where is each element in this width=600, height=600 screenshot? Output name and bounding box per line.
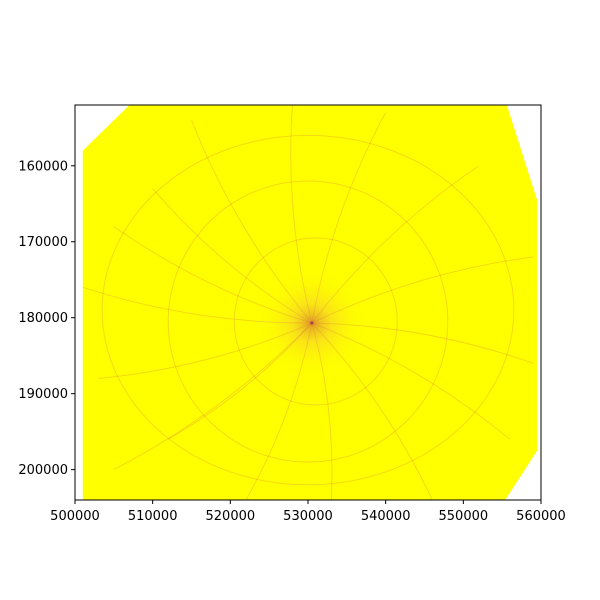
x-tick-label: 520000 xyxy=(206,509,256,524)
y-tick-label: 180000 xyxy=(18,311,68,326)
x-tick-label: 560000 xyxy=(516,509,566,524)
x-tick-label: 510000 xyxy=(128,509,178,524)
y-tick-label: 190000 xyxy=(18,387,68,402)
x-tick-label: 550000 xyxy=(439,509,489,524)
ring-road xyxy=(101,134,515,486)
x-tick-label: 530000 xyxy=(283,509,333,524)
ring-road xyxy=(233,237,398,406)
y-tick-label: 160000 xyxy=(18,159,68,174)
x-tick-label: 500000 xyxy=(50,509,100,524)
y-tick-label: 170000 xyxy=(18,235,68,250)
x-axis: 500000 510000 520000 530000 540000 550000 5600… xyxy=(50,500,566,524)
ring-road xyxy=(167,180,449,463)
y-tick-label: 200000 xyxy=(18,463,68,478)
plot-content xyxy=(82,105,538,500)
y-axis: 160000 170000 180000 190000 200000 xyxy=(18,159,75,478)
center-point xyxy=(310,321,314,325)
x-tick-label: 540000 xyxy=(361,509,411,524)
